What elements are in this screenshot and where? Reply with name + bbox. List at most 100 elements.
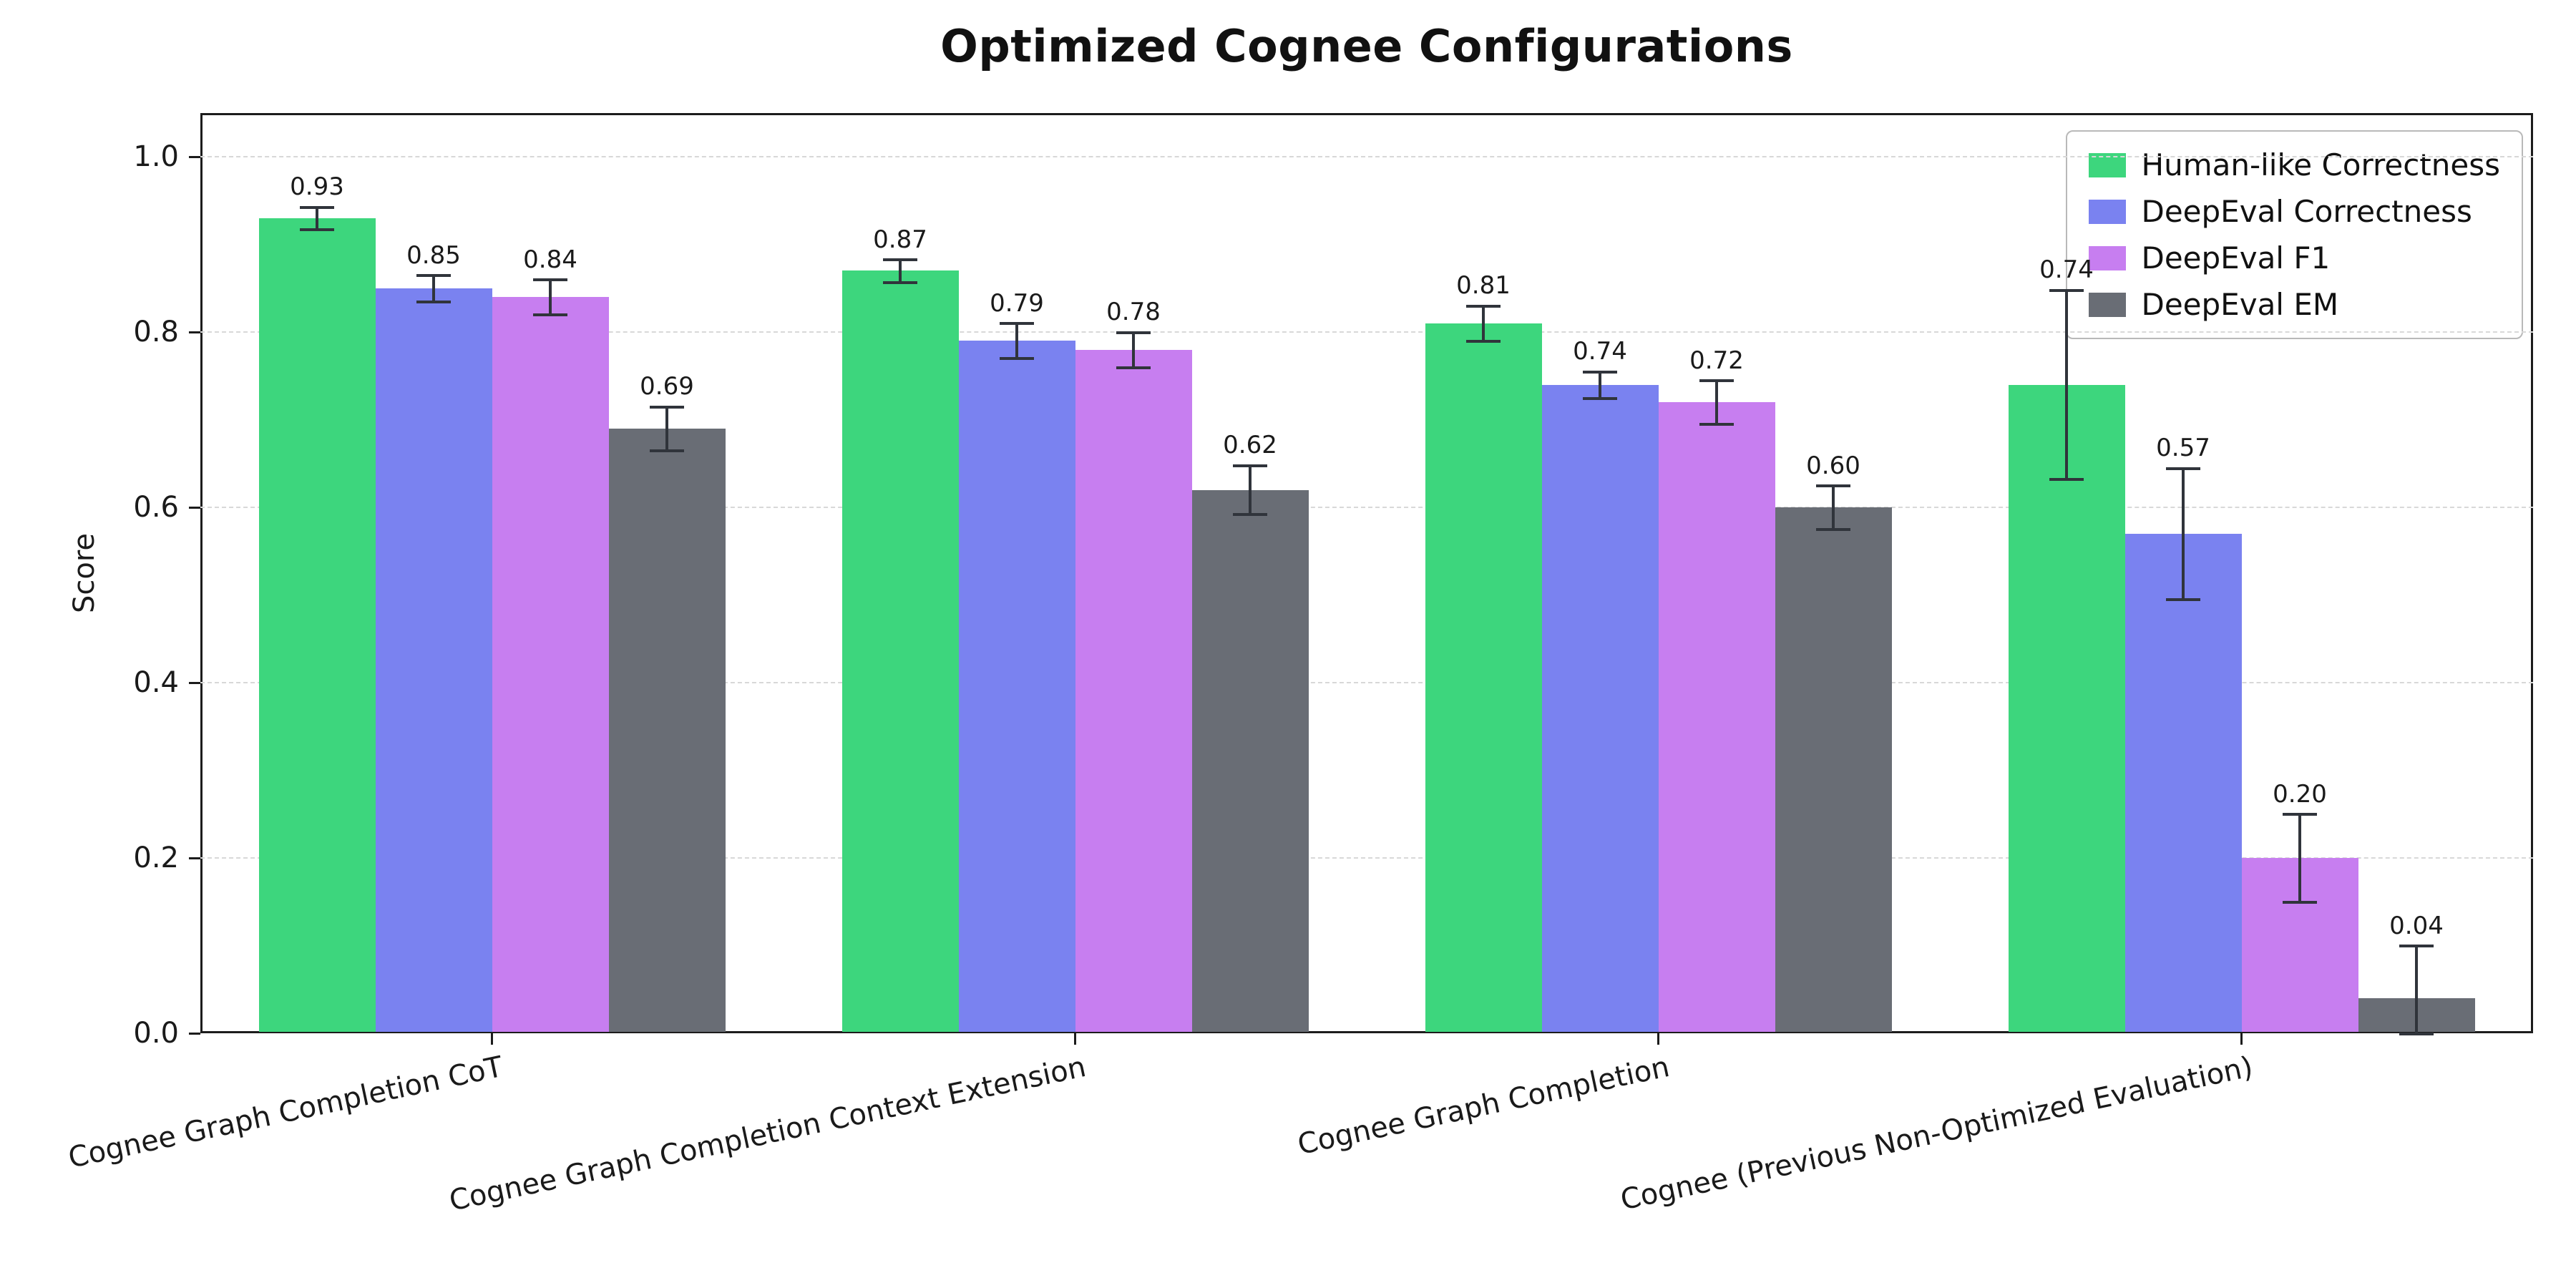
error-bar-line (2415, 945, 2418, 1033)
bar (2008, 384, 2125, 1033)
y-tick-mark (189, 681, 200, 684)
error-bar-cap-top (1699, 379, 1734, 383)
bar-value-label: 0.87 (873, 225, 927, 254)
bar (375, 288, 492, 1033)
y-tick-label: 1.0 (133, 140, 179, 174)
x-tick-mark (1074, 1033, 1076, 1045)
error-bar-line (2182, 468, 2185, 600)
error-bar-cap-bottom (2166, 598, 2200, 602)
error-bar-cap-top (1000, 322, 1034, 326)
error-bar-cap-bottom (1583, 396, 1617, 400)
bar-value-label: 0.60 (1806, 451, 1860, 480)
error-bar-cap-top (2166, 467, 2200, 470)
y-axis-label: Score (68, 532, 101, 614)
error-bar-cap-bottom (416, 300, 451, 303)
error-bar-cap-top (1116, 331, 1151, 334)
error-bar-cap-bottom (2049, 478, 2084, 482)
error-bar-cap-top (1233, 464, 1267, 467)
bar-value-label: 0.84 (523, 245, 577, 274)
y-tick-label: 0.0 (133, 1017, 179, 1050)
error-bar-line (1249, 465, 1252, 514)
x-tick-label: Cognee Graph Completion (1294, 1050, 1673, 1162)
error-bar-line (2298, 814, 2301, 902)
bar-value-label: 0.74 (1573, 337, 1627, 366)
bar-value-label: 0.85 (406, 240, 461, 270)
error-bar-cap-top (883, 258, 917, 262)
bar (2124, 533, 2242, 1033)
legend-row: Human-like Correctness (2088, 147, 2500, 182)
chart-title: Optimized Cognee Configurations (940, 20, 1793, 72)
error-bar-line (665, 406, 668, 451)
error-bar-line (1599, 371, 1601, 399)
bar (1425, 323, 1542, 1033)
error-bar-cap-top (1466, 304, 1501, 308)
x-tick-label: Cognee Graph Completion CoT (65, 1050, 507, 1175)
error-bar-line (1482, 306, 1485, 341)
y-tick-mark (189, 331, 200, 333)
error-bar-cap-top (2399, 945, 2434, 948)
error-bar-cap-bottom (650, 449, 684, 453)
error-bar-cap-top (1583, 370, 1617, 374)
bar-value-label: 0.79 (990, 288, 1044, 318)
error-bar-cap-bottom (300, 228, 334, 232)
error-bar-cap-top (533, 278, 567, 282)
legend: Human-like Correctness DeepEval Correctne… (2065, 130, 2523, 339)
y-tick-mark (189, 155, 200, 158)
bar (1658, 402, 1775, 1033)
legend-swatch (2088, 245, 2126, 270)
y-tick-mark (189, 857, 200, 859)
error-bar-cap-bottom (883, 280, 917, 284)
bar-value-label: 0.04 (2389, 911, 2444, 940)
error-bar-cap-bottom (533, 313, 567, 317)
error-bar-cap-bottom (1816, 528, 1850, 532)
legend-row: DeepEval Correctness (2088, 194, 2501, 229)
x-tick-mark (491, 1033, 493, 1045)
bar (1775, 507, 1892, 1033)
bar-value-label: 0.78 (1106, 298, 1161, 327)
x-tick-mark (2240, 1033, 2243, 1045)
legend-swatch (2088, 199, 2126, 224)
gridline (200, 857, 2533, 859)
error-bar-line (432, 275, 435, 302)
gridline (200, 507, 2533, 509)
legend-label: DeepEval EM (2141, 287, 2339, 322)
legend-label: DeepEval Correctness (2141, 194, 2472, 229)
bar-value-label: 0.62 (1223, 431, 1277, 460)
error-bar-cap-top (416, 274, 451, 278)
y-tick-label: 0.4 (133, 666, 179, 700)
y-tick-mark (189, 1032, 200, 1035)
error-bar-cap-bottom (1116, 366, 1151, 369)
bar-value-label: 0.93 (290, 172, 344, 202)
error-bar-line (1015, 323, 1018, 358)
bar-value-label: 0.20 (2273, 779, 2327, 809)
bar (1541, 384, 1659, 1033)
error-bar-cap-top (2283, 813, 2317, 816)
bar (492, 297, 609, 1033)
error-bar-line (899, 259, 902, 283)
error-bar-line (1132, 332, 1135, 368)
error-bar-cap-top (2049, 288, 2084, 292)
legend-swatch (2088, 292, 2126, 317)
error-bar-cap-bottom (2399, 1032, 2434, 1035)
x-tick-label: Cognee Graph Completion Context Extensio… (447, 1050, 1090, 1218)
y-tick-label: 0.6 (133, 491, 179, 525)
error-bar-cap-top (1816, 484, 1850, 488)
gridline (200, 156, 2533, 158)
bar-value-label: 0.74 (2039, 255, 2094, 285)
y-tick-label: 0.8 (133, 316, 179, 349)
error-bar-cap-top (300, 205, 334, 209)
gridline (200, 682, 2533, 684)
bar (258, 218, 376, 1033)
error-bar-line (1832, 485, 1835, 530)
bar (958, 341, 1075, 1033)
x-tick-mark (1657, 1033, 1659, 1045)
error-bar-line (316, 207, 318, 230)
error-bar-line (549, 279, 552, 315)
bar (608, 428, 726, 1033)
legend-label: DeepEval F1 (2141, 240, 2331, 275)
x-tick-label: Cognee (Previous Non-Optimized Evaluatio… (1617, 1050, 2256, 1217)
y-tick-mark (189, 506, 200, 509)
bar-value-label: 0.81 (1456, 271, 1511, 301)
bar-value-label: 0.57 (2156, 434, 2210, 463)
